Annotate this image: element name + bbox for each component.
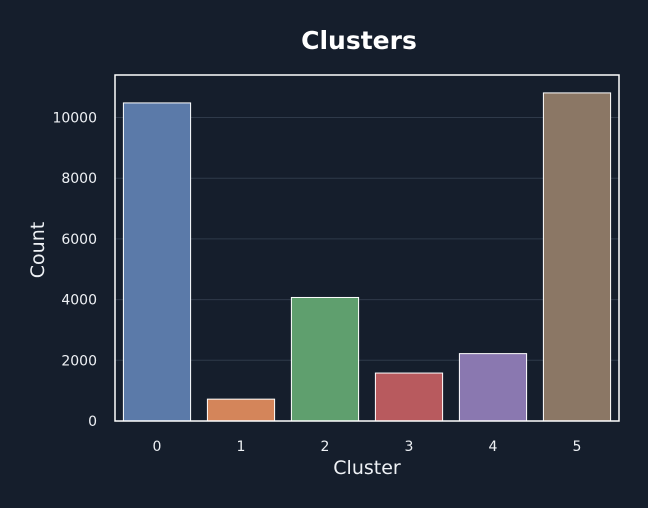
x-tick-label: 4: [489, 439, 498, 455]
y-tick-label: 6000: [61, 232, 97, 248]
y-axis-label: Count: [27, 222, 49, 278]
x-tick-label: 2: [321, 439, 330, 455]
y-tick-label: 8000: [61, 171, 97, 187]
x-tick-label: 0: [153, 439, 162, 455]
bars: [122, 92, 612, 422]
y-tick-label: 0: [88, 414, 97, 430]
x-tick-label: 1: [237, 439, 246, 455]
x-axis-label: Cluster: [333, 457, 401, 479]
y-tick-label: 2000: [61, 353, 97, 369]
y-tick-label: 10000: [52, 110, 97, 126]
bar-cluster-2: [290, 296, 360, 422]
bar-cluster-5: [542, 92, 612, 422]
bar-cluster-1: [206, 398, 276, 422]
bar-cluster-3: [374, 372, 444, 422]
y-axis-ticks: 0 2000 4000 6000 8000 10000: [52, 110, 97, 430]
bar-cluster-0: [122, 102, 192, 422]
bar-cluster-4: [458, 353, 528, 422]
x-tick-label: 3: [405, 439, 414, 455]
x-axis-ticks: 0 1 2 3 4 5: [153, 439, 582, 455]
grid-lines: [115, 116, 619, 361]
x-tick-label: 5: [573, 439, 582, 455]
y-tick-label: 4000: [61, 293, 97, 309]
chart-title: Clusters: [301, 26, 417, 55]
plot-frame: [114, 74, 620, 422]
